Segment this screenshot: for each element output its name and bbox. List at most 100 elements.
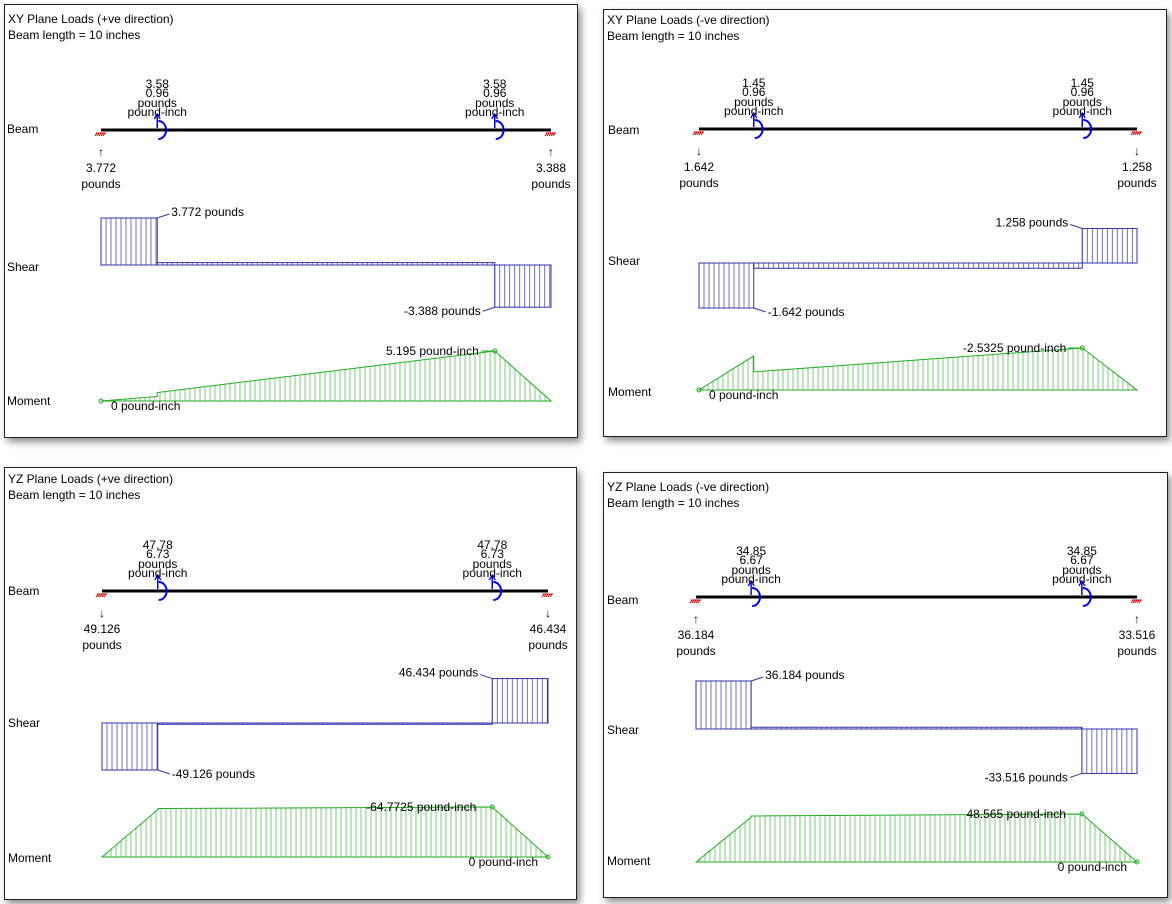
shear-min-label: -1.642 pounds — [768, 305, 845, 319]
moment-arc-icon — [495, 120, 505, 140]
panel-yz-negative: YZ Plane Loads (-ve direction) Beam leng… — [603, 472, 1168, 898]
load-moment-value: 6.67 — [739, 553, 763, 567]
left-support-icon — [692, 131, 704, 136]
shear-segment — [156, 262, 496, 266]
reaction-unit: pounds — [679, 176, 718, 190]
load-moment-value: 6.73 — [146, 547, 170, 561]
moment-diagram: 5.195 pound-inch 0 pound-inch — [98, 344, 553, 413]
shear-diagram: 1.258 pounds -1.642 pounds — [698, 216, 1138, 319]
row-label-beam: Beam — [7, 122, 38, 136]
diagram-svg: BeamShearMoment1.450.96poundspound-inch1… — [608, 76, 1157, 402]
reaction-arrow-icon: ↓ — [99, 606, 105, 620]
shear-diagram: 46.434 pounds -49.126 pounds — [101, 666, 549, 781]
moment-diagram: -2.5325 pound-inch 0 pound-inch — [696, 341, 1139, 402]
load-force-value: 47.78 — [143, 538, 173, 552]
moment-zero-marker — [98, 398, 104, 404]
reaction-value: 1.642 — [684, 160, 714, 174]
moment-outline — [694, 813, 1139, 863]
shear-segment — [1081, 228, 1138, 264]
shear-segment — [157, 722, 493, 725]
load-moment-value: 0.96 — [146, 86, 170, 100]
moment-zero-label: 0 pound-inch — [709, 388, 778, 402]
panel-xy-negative: XY Plane Loads (-ve direction) Beam leng… — [603, 9, 1167, 437]
panel-title: YZ Plane Loads (-ve direction) — [607, 480, 770, 494]
moment-zero-label: 0 pound-inch — [111, 399, 180, 413]
reaction-unit: pounds — [531, 177, 570, 191]
reaction-arrow-icon: ↓ — [696, 144, 702, 158]
shear-segment — [1081, 728, 1138, 774]
load-moment-unit: pound-inch — [724, 104, 783, 118]
right-support-icon — [1130, 599, 1142, 604]
moment-zero-marker — [696, 387, 702, 393]
load-force-value: 34.85 — [1067, 544, 1097, 558]
reaction-unit: pounds — [81, 177, 120, 191]
shear-diagram: 36.184 pounds -33.516 pounds — [695, 668, 1138, 784]
row-label-shear: Shear — [8, 716, 40, 730]
shear-segment — [698, 262, 755, 309]
reaction-value: 49.126 — [84, 622, 121, 636]
row-label-moment: Moment — [608, 385, 652, 399]
shear-min-label: -33.516 pounds — [984, 770, 1067, 784]
reaction-value: 3.388 — [536, 161, 566, 175]
moment-diagram: 48.565 pound-inch 0 pound-inch — [694, 807, 1140, 874]
moment-max-label: -2.5325 pound-inch — [963, 341, 1066, 355]
shear-min-label: -49.126 pounds — [172, 767, 255, 781]
reaction-unit: pounds — [1117, 644, 1156, 658]
shear-min-leader — [482, 306, 495, 312]
load-force-value: 1.45 — [1071, 76, 1095, 90]
shear-segment — [695, 680, 752, 730]
reaction-unit: pounds — [676, 644, 715, 658]
row-label-moment: Moment — [8, 851, 52, 865]
moment-max-label: 48.565 pound-inch — [966, 807, 1065, 821]
load-moment-unit: pound-inch — [465, 105, 524, 119]
load-moment-value: 6.67 — [1070, 553, 1094, 567]
shear-max-label: 1.258 pounds — [996, 216, 1069, 230]
shear-segment — [750, 726, 1083, 730]
load-force-unit: pounds — [473, 557, 512, 571]
shear-min-leader — [1069, 772, 1083, 778]
moment-zero-marker — [1134, 859, 1140, 865]
reaction-unit: pounds — [1117, 176, 1156, 190]
load-moment-value: 6.73 — [481, 547, 505, 561]
reaction-value: 33.516 — [1119, 628, 1156, 642]
row-label-beam: Beam — [8, 584, 39, 598]
shear-max-leader — [750, 676, 764, 682]
right-support-icon — [544, 132, 556, 137]
load-moment-value: 0.96 — [1071, 85, 1095, 99]
load-moment-unit: pound-inch — [1052, 572, 1111, 586]
shear-segment — [101, 722, 159, 771]
reaction-arrow-icon: ↑ — [548, 145, 554, 159]
moment-arc-icon — [1082, 587, 1092, 607]
shear-min-leader — [157, 769, 170, 775]
panel-title: XY Plane Loads (-ve direction) — [607, 13, 770, 27]
shear-min-leader — [753, 307, 766, 313]
load-force-unit: pounds — [138, 96, 177, 110]
row-label-shear: Shear — [7, 260, 39, 274]
moment-max-label: -64.7725 pound-inch — [366, 800, 476, 814]
moment-arc-icon — [1083, 119, 1093, 139]
load-force-value: 34.85 — [736, 544, 766, 558]
reaction-arrow-icon: ↑ — [98, 145, 104, 159]
row-label-beam: Beam — [607, 593, 638, 607]
row-label-shear: Shear — [607, 723, 639, 737]
diagram-svg: BeamShearMoment34.856.67poundspound-inch… — [607, 544, 1157, 874]
row-label-beam: Beam — [608, 123, 639, 137]
load-moment-unit: pound-inch — [1053, 104, 1112, 118]
reaction-unit: pounds — [82, 638, 121, 652]
panel-yz-positive: YZ Plane Loads (+ve direction) Beam leng… — [4, 467, 577, 900]
diagram-svg: BeamShearMoment3.580.96poundspound-inch3… — [7, 77, 571, 413]
left-support-icon — [95, 593, 107, 598]
moment-max-label: 5.195 pound-inch — [386, 344, 479, 358]
moment-arc-icon — [751, 587, 761, 607]
load-force-value: 3.58 — [483, 77, 507, 91]
beam-length-text: Beam length = 10 inches — [607, 29, 740, 43]
reaction-arrow-icon: ↑ — [1134, 612, 1140, 626]
panel-xy-positive: XY Plane Loads (+ve direction) Beam leng… — [4, 4, 578, 438]
moment-zero-label: 0 pound-inch — [469, 855, 538, 869]
